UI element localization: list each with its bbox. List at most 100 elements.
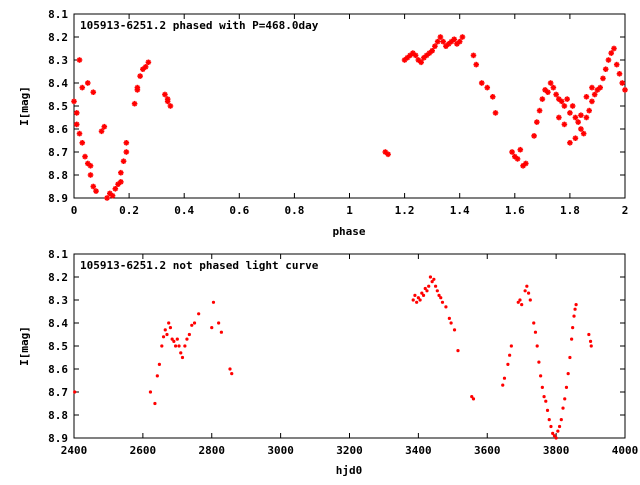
data-point (79, 140, 86, 146)
data-point (572, 314, 576, 318)
data-point (418, 298, 422, 302)
unphased-axis-ticks: 2400 2600 2800 3000 3200 3400 3600 3800 4000 8.1 8… (48, 248, 638, 457)
data-point (210, 326, 214, 330)
data-point (549, 424, 553, 429)
x-tick-label: 4000 (612, 444, 639, 457)
data-point (165, 332, 169, 337)
y-tick-label: 8.3 (48, 294, 68, 307)
data-point (82, 153, 88, 160)
data-point (532, 321, 536, 325)
phased-data-points (71, 34, 628, 201)
x-tick-label: 1.6 (505, 204, 525, 217)
x-tick-label: 2400 (61, 444, 88, 457)
data-point (98, 128, 105, 135)
data-point (415, 300, 419, 304)
data-point (516, 300, 520, 304)
data-point (557, 424, 562, 429)
data-point (531, 133, 537, 139)
phased-plot-frame (73, 13, 626, 199)
y-tick-label: 8.2 (48, 31, 68, 44)
x-tick-label: 2600 (130, 444, 157, 457)
data-point (523, 289, 527, 293)
data-point (90, 89, 97, 95)
data-point (514, 156, 521, 162)
data-point (71, 98, 77, 105)
data-point (526, 291, 531, 295)
data-point (473, 61, 480, 68)
data-point (429, 48, 435, 54)
data-point (583, 114, 590, 121)
data-point (534, 119, 540, 125)
x-tick-label: 1 (346, 204, 353, 217)
data-point (87, 163, 94, 169)
data-point (73, 121, 80, 128)
data-point (561, 406, 565, 410)
data-point (572, 114, 579, 121)
data-point (412, 52, 419, 59)
x-tick-label: 1.8 (560, 204, 580, 217)
data-point (179, 351, 183, 355)
data-point (148, 390, 153, 394)
x-tick-label: 3400 (405, 444, 432, 457)
data-point (145, 59, 152, 66)
data-point (520, 303, 524, 307)
data-point (123, 149, 130, 155)
data-point (175, 337, 179, 341)
data-point (190, 323, 194, 327)
data-point (575, 119, 581, 125)
data-point (591, 91, 598, 98)
data-point (471, 397, 476, 401)
data-point (427, 284, 431, 288)
data-point (587, 332, 591, 337)
data-point (79, 84, 86, 91)
data-point (556, 429, 560, 433)
data-point (583, 94, 590, 100)
x-tick-label: 3600 (474, 444, 501, 457)
data-point (385, 151, 391, 158)
data-point (508, 353, 512, 357)
data-point (177, 344, 181, 348)
data-point (539, 374, 543, 378)
data-point (539, 96, 546, 102)
data-point (613, 61, 620, 68)
data-point (84, 80, 91, 86)
data-point (544, 399, 548, 403)
data-point (545, 408, 550, 412)
data-point (170, 337, 174, 341)
x-tick-label: 3800 (543, 444, 570, 457)
data-point (197, 312, 201, 316)
x-tick-label: 1.2 (395, 204, 415, 217)
data-point (589, 344, 593, 348)
data-point (608, 50, 615, 56)
data-point (407, 52, 413, 59)
data-point (588, 339, 593, 343)
unphased-plot-frame (73, 253, 626, 439)
data-point (134, 87, 141, 93)
data-point (525, 284, 529, 288)
data-point (456, 349, 460, 353)
data-point (440, 38, 446, 45)
data-point (600, 75, 606, 82)
data-point (430, 280, 434, 284)
data-point (155, 374, 159, 378)
data-point (185, 337, 189, 341)
x-tick-label: 1.4 (450, 204, 470, 217)
data-point (137, 73, 143, 79)
data-point (173, 344, 178, 348)
data-point (566, 372, 570, 376)
data-point (93, 188, 99, 194)
data-point (160, 344, 164, 348)
data-point (192, 321, 197, 325)
phased-panel: 105913-6251.2 phased with P=468.0day pha… (18, 8, 628, 238)
data-point (550, 84, 557, 91)
data-point (545, 89, 551, 95)
data-point (413, 293, 417, 297)
y-tick-label: 8.7 (48, 386, 68, 399)
data-point (440, 300, 445, 304)
data-point (153, 401, 157, 406)
data-point (569, 103, 576, 109)
data-point (161, 335, 166, 339)
data-point (444, 305, 448, 309)
unphased-plot-title: 105913-6251.2 not phased light curve (80, 259, 319, 272)
